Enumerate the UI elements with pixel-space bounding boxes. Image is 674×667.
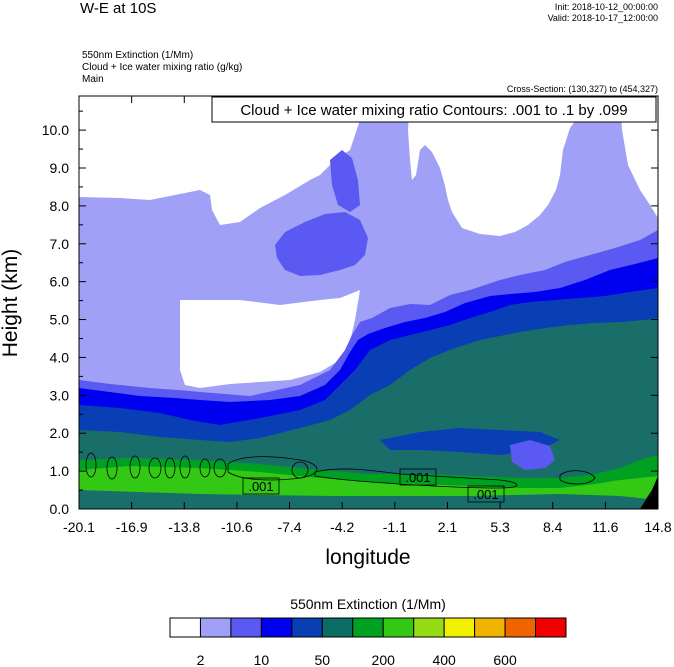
contour-label-box — [242, 477, 280, 495]
x-tick-label: -7.4 — [277, 519, 301, 535]
colorbar-swatch — [199, 617, 232, 638]
cross-section-label: Cross-Section: (130,327) to (454,327) — [506, 84, 658, 94]
contour-ring — [106, 456, 118, 480]
x-tick-label: -20.1 — [63, 519, 95, 535]
contour-title-frame — [211, 96, 657, 123]
fill-blob-upper-cloud — [275, 212, 368, 276]
x-tick-label: 5.3 — [490, 519, 510, 535]
contour-label-box — [467, 485, 505, 503]
x-tick-label: 8.4 — [543, 519, 563, 535]
fill-band-near-surface — [79, 490, 658, 509]
x-tick-label: -4.2 — [330, 519, 354, 535]
contour-ring — [291, 461, 309, 479]
contour-labels: .001 .001 .001 — [242, 468, 505, 503]
contour-loop — [314, 468, 518, 489]
colorbar-label: 10 — [254, 652, 270, 667]
colorbar-label: 2 — [197, 652, 205, 667]
x-tick-label: -10.6 — [221, 519, 253, 535]
colorbar-swatch — [474, 617, 506, 638]
y-tick-label: 0.0 — [50, 501, 70, 517]
colorbar-label: 600 — [493, 652, 517, 667]
colorbar: 2 10 50 200 400 600 — [169, 617, 567, 667]
y-tick-label: 1.0 — [50, 463, 70, 479]
y-tick-label: 9.0 — [50, 160, 70, 176]
contour-ring — [148, 457, 162, 479]
init-time-label: Init: 2018-10-12_00:00:00 — [554, 2, 658, 12]
contour-ring — [85, 452, 97, 478]
y-tick-label: 8.0 — [50, 198, 70, 214]
colorbar-swatch — [230, 617, 262, 638]
y-tick-label: 7.0 — [50, 236, 70, 252]
plot-frame — [78, 95, 659, 510]
colorbar-swatch — [443, 617, 476, 638]
field-name-domain: Main — [82, 74, 104, 85]
contour-ring — [164, 457, 176, 479]
contour-label: .001 — [405, 470, 430, 485]
contour-label: .001 — [473, 487, 498, 502]
contour-ring — [179, 455, 191, 479]
colorbar-swatch — [260, 617, 293, 638]
x-tick-label: 11.6 — [592, 519, 618, 535]
x-tick-label: 14.8 — [644, 519, 671, 535]
colorbar-swatch — [169, 617, 201, 638]
contour-label-box — [399, 468, 437, 486]
x-tick-label: -16.9 — [116, 519, 148, 535]
x-tick-label: -1.1 — [383, 519, 407, 535]
contour-title: Cloud + Ice water mixing ratio Contours:… — [240, 102, 627, 119]
contour-ring — [199, 458, 211, 478]
fill-hole-upper-left — [79, 96, 380, 225]
y-tick-label: 10.0 — [42, 122, 69, 138]
y-tick-label: 3.0 — [50, 387, 70, 403]
y-axis-label: Height (km) — [0, 249, 22, 358]
fill-terrain — [640, 476, 658, 509]
contour-label: .001 — [248, 479, 273, 494]
fill-patch-medium-blue — [510, 440, 555, 470]
x-tick-label: 2.1 — [438, 519, 458, 535]
colorbar-swatch — [291, 617, 323, 638]
fill-blob-upper-column — [330, 150, 360, 212]
y-tick-label: 2.0 — [50, 425, 70, 441]
contour-ring — [213, 458, 227, 478]
fill-hole-right — [620, 96, 658, 218]
colorbar-label: 200 — [372, 652, 396, 667]
chart-title: W-E at 10S — [80, 0, 157, 17]
field-name-mixing-ratio: Cloud + Ice water mixing ratio (g/kg) — [82, 62, 243, 73]
x-tick-label: -13.8 — [168, 519, 200, 535]
colorbar-swatch — [352, 617, 384, 638]
fill-band-lavender-dip — [79, 280, 180, 390]
mixing-ratio-contours — [85, 452, 596, 489]
colorbar-swatch — [321, 617, 354, 638]
contour-loop — [559, 470, 596, 485]
extinction-fill — [79, 96, 658, 509]
contour-ring — [129, 455, 141, 479]
y-tick-label: 6.0 — [50, 274, 70, 290]
contour-loop — [227, 456, 318, 481]
fill-hole-mid — [180, 290, 360, 388]
colorbar-label: 400 — [432, 652, 456, 667]
fill-hole-upper-mid — [408, 96, 600, 236]
colorbar-swatch — [504, 617, 537, 638]
valid-time-label: Valid: 2018-10-17_12:00:00 — [547, 13, 658, 23]
colorbar-swatch — [535, 617, 567, 638]
contour-title-box: Cloud + Ice water mixing ratio Contours:… — [211, 96, 657, 123]
y-tick-label: 5.0 — [50, 312, 70, 328]
y-tick-label: 4.0 — [50, 349, 70, 365]
colorbar-label: 50 — [315, 652, 331, 667]
colorbar-swatch — [413, 617, 445, 638]
colorbar-title: 550nm Extinction (1/Mm) — [290, 596, 446, 612]
x-axis-label: longitude — [325, 546, 410, 569]
colorbar-swatch — [382, 617, 415, 638]
axes: -20.1 -16.9 -13.8 -10.6 -7.4 -4.2 -1.1 2.1 5.3 8.… — [42, 96, 672, 535]
field-name-extinction: 550nm Extinction (1/Mm) — [82, 50, 194, 61]
